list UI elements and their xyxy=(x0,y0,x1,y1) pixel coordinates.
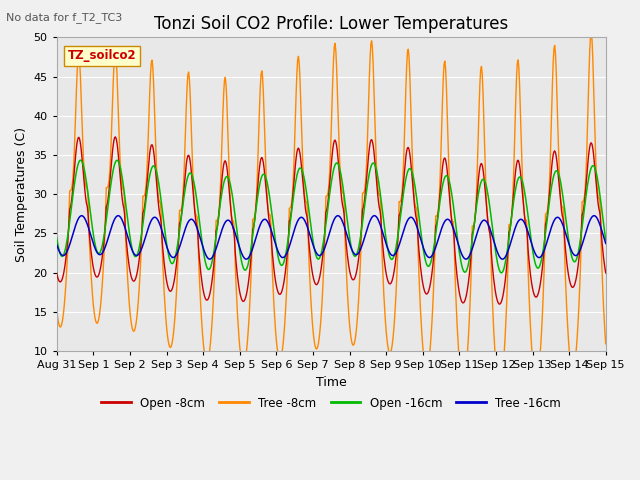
Text: No data for f_T2_TC3: No data for f_T2_TC3 xyxy=(6,12,123,23)
Legend: Open -8cm, Tree -8cm, Open -16cm, Tree -16cm: Open -8cm, Tree -8cm, Open -16cm, Tree -… xyxy=(97,392,566,414)
Title: Tonzi Soil CO2 Profile: Lower Temperatures: Tonzi Soil CO2 Profile: Lower Temperatur… xyxy=(154,15,508,33)
X-axis label: Time: Time xyxy=(316,376,347,389)
Text: TZ_soilco2: TZ_soilco2 xyxy=(68,49,136,62)
Y-axis label: Soil Temperatures (C): Soil Temperatures (C) xyxy=(15,127,28,262)
